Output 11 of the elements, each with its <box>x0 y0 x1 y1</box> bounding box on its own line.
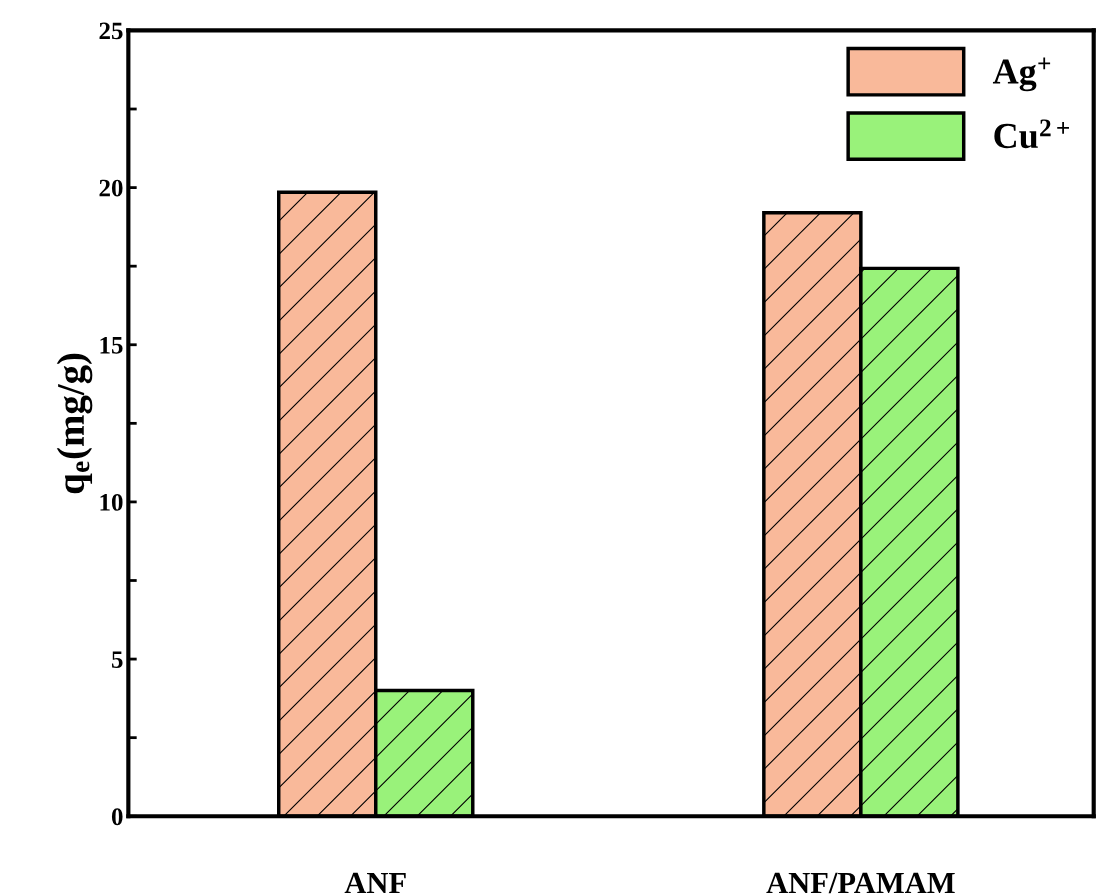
y-tick-label: 20 <box>99 179 123 197</box>
legend-label: Ag$^{+}$ <box>992 57 1051 92</box>
y-tick-label: 10 <box>100 493 123 511</box>
legend-label: Cu$^{2+}$ <box>994 119 1069 149</box>
y-tick-label: 5 <box>111 651 123 668</box>
y-tick-label: 25 <box>99 22 123 40</box>
y-tick-label: 15 <box>100 336 123 354</box>
x-tick-label: ANF <box>344 872 406 893</box>
y-tick-label: 0 <box>111 808 123 826</box>
x-tick-label: ANF/PAMAM <box>766 872 955 894</box>
y-axis-title: q$_{e}$(mg/g) <box>56 353 93 494</box>
